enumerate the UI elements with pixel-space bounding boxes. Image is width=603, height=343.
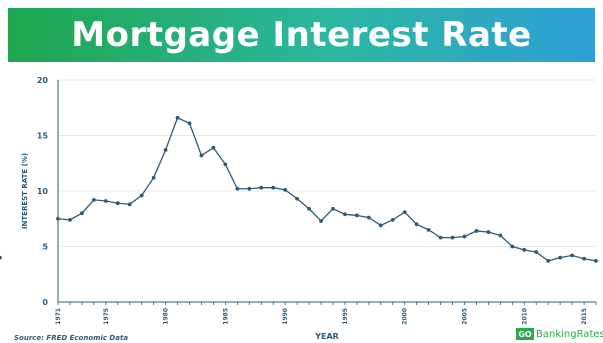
brand-name: BankingRates	[536, 328, 603, 340]
brand-mark-icon: GO	[516, 328, 534, 340]
data-point	[56, 216, 60, 221]
x-tick-label: 1985	[222, 308, 229, 325]
data-point	[127, 202, 132, 207]
y-tick-label: 15	[37, 132, 49, 141]
data-point	[582, 256, 586, 261]
data-point	[438, 235, 443, 240]
data-point	[295, 196, 300, 201]
y-tick-label: 5	[42, 243, 48, 252]
x-tick-label: 2000	[402, 308, 409, 325]
data-point	[80, 211, 84, 216]
data-point	[235, 186, 240, 191]
x-tick-label: 2015	[581, 308, 588, 325]
source-note: Source: FRED Economic Data	[14, 334, 129, 342]
data-point	[390, 217, 395, 222]
data-point	[139, 193, 144, 198]
brand-logo: GO BankingRates	[516, 327, 603, 341]
data-point	[175, 115, 180, 120]
data-point	[115, 201, 120, 206]
data-point	[259, 185, 264, 190]
data-point	[486, 230, 491, 234]
data-point	[247, 186, 252, 191]
y-tick-label: 10	[37, 187, 49, 196]
data-point	[343, 212, 347, 217]
data-point	[402, 210, 407, 214]
data-point	[534, 250, 539, 254]
y-axis-title: INTEREST RATE (%)	[21, 153, 29, 229]
data-point	[271, 185, 276, 190]
data-point	[414, 222, 419, 227]
x-tick-label: 1971	[55, 308, 62, 325]
series-line	[57, 116, 597, 262]
title-banner: Mortgage Interest Rate	[8, 8, 595, 62]
data-point	[163, 148, 168, 152]
x-tick-label: 2010	[521, 308, 528, 325]
x-tick-label: 1990	[282, 308, 289, 325]
data-point	[426, 227, 431, 232]
data-point	[283, 187, 288, 192]
data-point	[331, 206, 335, 211]
data-point	[187, 121, 192, 126]
data-point	[546, 259, 551, 263]
data-point	[151, 175, 156, 180]
data-point	[199, 153, 204, 158]
data-point	[594, 259, 598, 263]
x-tick-label: 1975	[103, 308, 110, 325]
data-point	[498, 233, 503, 238]
data-point	[558, 255, 563, 260]
data-point	[103, 199, 108, 203]
data-point	[378, 223, 383, 228]
x-axis-title: YEAR	[314, 332, 339, 341]
data-point	[68, 217, 72, 222]
chart-title: Mortgage Interest Rate	[71, 15, 532, 55]
x-tick-label: 1995	[342, 308, 349, 325]
data-point	[0, 255, 2, 260]
y-tick-label: 20	[37, 76, 49, 85]
data-point	[522, 247, 527, 252]
data-point	[450, 235, 455, 240]
data-point	[510, 244, 515, 249]
y-tick-label: 0	[42, 298, 48, 307]
data-point	[91, 197, 96, 202]
data-point	[354, 213, 359, 218]
data-point	[570, 253, 574, 258]
x-tick-label: 1980	[163, 308, 170, 325]
data-point	[307, 206, 311, 211]
data-point	[462, 234, 467, 239]
data-point	[211, 145, 216, 150]
x-tick-label: 2005	[461, 308, 468, 325]
data-point	[366, 215, 371, 220]
data-point	[319, 219, 323, 223]
data-point	[474, 229, 479, 233]
data-point	[223, 162, 228, 167]
